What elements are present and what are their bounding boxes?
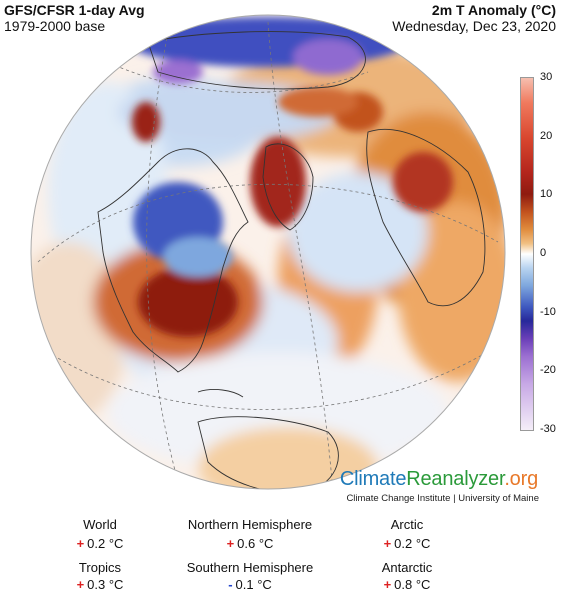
stat-value-world: +0.2 °C <box>60 536 140 551</box>
map-date: Wednesday, Dec 23, 2020 <box>392 18 556 34</box>
stat-number: 0.1 °C <box>235 577 272 592</box>
stat-value-antarctic: +0.8 °C <box>367 577 447 592</box>
north-america-outline <box>97 148 249 373</box>
stat-sign: + <box>76 536 85 551</box>
colorbar-tick: -10 <box>540 306 556 318</box>
colorbar-tick: 20 <box>540 130 553 142</box>
stat-value-sh: -0.1 °C <box>160 577 340 592</box>
baseline-period: 1979-2000 base <box>4 18 106 34</box>
greenland-outline <box>262 143 314 231</box>
latitude-line <box>87 51 369 93</box>
stat-label-nh: Northern Hemisphere <box>187 517 313 532</box>
eurasia-outline <box>366 128 486 307</box>
brand-part-org: .org <box>504 468 538 490</box>
colorbar-tick: 10 <box>540 188 553 200</box>
stat-label-tropics: Tropics <box>78 560 122 575</box>
stat-number: 0.6 °C <box>237 536 274 551</box>
coastlines <box>97 31 486 489</box>
colorbar: 30 20 10 0 -10 -20 -30 <box>518 71 560 436</box>
colorbar-tick: -30 <box>540 423 556 435</box>
stat-number: 0.3 °C <box>87 577 124 592</box>
colorbar-tick: -20 <box>540 364 556 376</box>
brand-subtitle: Climate Change Institute | University of… <box>346 493 539 504</box>
latitude-line <box>32 341 504 410</box>
anomaly-field <box>31 47 505 489</box>
colorbar-tick: 0 <box>540 247 547 259</box>
brand-part-reanalyzer: Reanalyzer <box>406 468 505 490</box>
stat-label-world: World <box>83 517 117 532</box>
stat-sign: + <box>76 577 85 592</box>
strong-anomalies <box>128 17 453 337</box>
globe-edge <box>30 14 506 490</box>
brand-logo[interactable]: ClimateReanalyzer.org <box>340 468 538 490</box>
stat-value-nh: +0.6 °C <box>160 536 340 551</box>
stat-sign: + <box>383 536 392 551</box>
temperature-anomaly-globe <box>30 14 506 490</box>
stat-number: 0.2 °C <box>394 536 431 551</box>
caribbean-outline <box>197 389 244 398</box>
stat-number: 0.2 °C <box>87 536 124 551</box>
stat-sign: + <box>383 577 392 592</box>
south-america-outline <box>197 416 339 489</box>
stat-label-antarctic: Antarctic <box>381 560 433 575</box>
brand-part-climate: Climate <box>339 468 407 490</box>
colorbar-tick: 30 <box>540 71 553 83</box>
stat-number: 0.8 °C <box>394 577 431 592</box>
latitude-line <box>37 183 499 263</box>
product-title: GFS/CFSR 1-day Avg <box>4 2 145 18</box>
colorbar-gradient <box>520 77 534 431</box>
stat-sign: + <box>226 536 235 551</box>
stat-value-arctic: +0.2 °C <box>367 536 447 551</box>
variable-title: 2m T Anomaly (°C) <box>431 2 556 18</box>
stat-value-tropics: +0.3 °C <box>60 577 140 592</box>
stat-label-arctic: Arctic <box>390 517 424 532</box>
siberia-outline <box>147 31 366 90</box>
stat-label-sh: Southern Hemisphere <box>186 560 314 575</box>
stat-sign: - <box>228 577 233 592</box>
longitude-line <box>267 21 334 489</box>
longitude-line <box>146 31 179 483</box>
